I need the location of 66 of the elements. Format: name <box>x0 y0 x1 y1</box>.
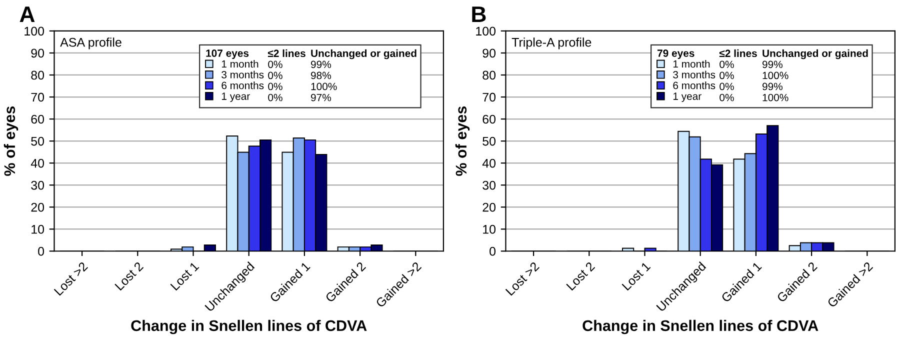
x-tick-label: Lost 2 <box>114 262 144 291</box>
legend-label: 6 months <box>222 82 264 90</box>
annotation: 99% <box>311 60 331 68</box>
x-tick-label: Lost >2 <box>505 262 540 296</box>
y-tick-label: 0 <box>490 246 496 256</box>
annotation: 0% <box>268 72 282 80</box>
annotation: 0% <box>720 60 734 68</box>
y-tick-label: 50 <box>31 136 44 146</box>
y-tick-label: 60 <box>482 114 496 124</box>
y-tick-label: 20 <box>31 202 44 212</box>
x-tick-label: Lost 1 <box>170 262 200 291</box>
annotation: 100% <box>762 72 788 80</box>
x-tick-label: Lost >2 <box>54 262 88 296</box>
y-tick-label: 30 <box>482 180 496 190</box>
y-tick-label: 70 <box>482 92 496 102</box>
annotation: 97% <box>311 94 331 102</box>
annotation: Unchanged or gained <box>762 49 868 60</box>
legend-label: 1 month <box>222 60 258 68</box>
annotation: ≤2 lines <box>719 49 757 58</box>
annotation: 0% <box>268 82 282 90</box>
y-axis-title: % of eyes <box>4 106 18 176</box>
y-tick-label: 60 <box>31 114 44 124</box>
y-tick-label: 90 <box>482 48 496 58</box>
annotation: 0% <box>268 60 282 68</box>
x-tick-label: Lost 2 <box>566 262 596 291</box>
y-tick-label: 10 <box>483 224 496 234</box>
y-tick-label: 30 <box>31 180 44 190</box>
annotation: 99% <box>762 60 782 68</box>
chart-title: A <box>20 6 35 22</box>
x-axis-title: Change in Snellen lines of CDVA <box>131 320 367 334</box>
y-tick-label: 70 <box>31 92 44 102</box>
annotation: Unchanged or gained <box>311 49 416 60</box>
legend-label: 3 months <box>673 70 716 78</box>
y-tick-label: 10 <box>32 224 44 234</box>
chart-title: B <box>472 6 486 22</box>
y-tick-label: 20 <box>482 202 496 212</box>
x-axis-title: Change in Snellen lines of CDVA <box>582 320 818 334</box>
y-tick-label: 50 <box>482 136 496 146</box>
y-tick-label: 80 <box>482 70 496 80</box>
y-tick-label: 40 <box>482 158 496 168</box>
y-tick-label: 100 <box>476 26 496 36</box>
legend-label: 1 year <box>222 92 250 102</box>
y-tick-label: 80 <box>31 70 44 80</box>
y-tick-label: 40 <box>30 158 44 168</box>
legend-title: 107 eyes <box>206 50 249 59</box>
annotation: ASA profile <box>60 38 122 50</box>
annotation: 100% <box>762 94 788 102</box>
y-tick-label: 0 <box>38 246 44 256</box>
annotation: 98% <box>311 72 331 80</box>
annotation: 0% <box>268 94 282 102</box>
annotation: 0% <box>720 94 734 102</box>
legend-label: 6 months <box>673 82 716 90</box>
annotation: Triple-A profile <box>512 38 592 50</box>
annotation: 0% <box>720 72 734 80</box>
y-tick-label: 100 <box>24 26 44 36</box>
legend-label: 1 month <box>673 60 710 68</box>
legend-label: 3 months <box>222 70 264 78</box>
annotation: 100% <box>311 82 337 90</box>
legend-label: 1 year <box>673 92 702 102</box>
legend-title: 79 eyes <box>657 50 694 59</box>
annotation: ≤2 lines <box>268 49 306 58</box>
annotation: 99% <box>762 82 782 90</box>
y-tick-label: 90 <box>31 48 44 58</box>
annotation: 0% <box>720 82 734 90</box>
x-tick-label: Lost 1 <box>622 262 651 291</box>
y-axis-title: % of eyes <box>455 106 470 176</box>
